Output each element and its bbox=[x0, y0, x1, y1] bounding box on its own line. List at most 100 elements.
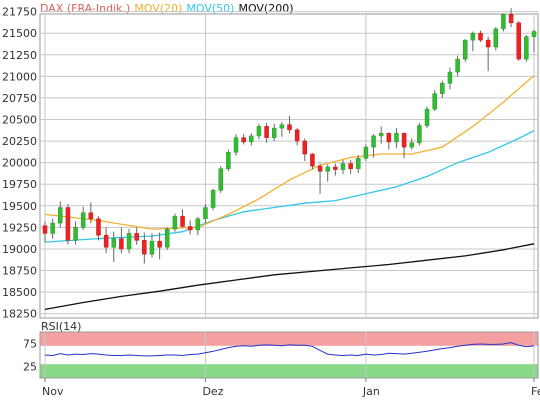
candle bbox=[126, 229, 132, 254]
candlestick-series bbox=[42, 8, 537, 264]
candle bbox=[478, 30, 483, 42]
candle-body-up bbox=[149, 240, 155, 255]
candle-body-up bbox=[226, 152, 231, 169]
candle-body-up bbox=[409, 142, 414, 148]
candle-body-up bbox=[271, 127, 277, 138]
candle-body-up bbox=[279, 124, 285, 129]
candle bbox=[65, 204, 71, 245]
candle-body-down bbox=[317, 165, 323, 172]
candle-body-down bbox=[241, 137, 246, 143]
candle bbox=[96, 216, 101, 241]
candle bbox=[249, 133, 254, 146]
rsi-axis-ticks: 25 75 bbox=[23, 338, 37, 374]
candle bbox=[73, 221, 78, 245]
candle-body-up bbox=[455, 58, 460, 73]
candle-body-down bbox=[142, 240, 147, 255]
candle bbox=[501, 13, 506, 32]
rsi-panel-title: RSI(14) bbox=[41, 320, 81, 333]
candle bbox=[119, 227, 124, 254]
legend: DAX (FRA-Indik.) MOV(20) MOV(50) MOV(200) bbox=[40, 2, 294, 15]
candle bbox=[348, 160, 353, 174]
candle bbox=[470, 31, 476, 52]
candle bbox=[531, 29, 537, 53]
candle-body-up bbox=[340, 163, 346, 170]
legend-item-2: MOV(50) bbox=[186, 2, 234, 15]
candle bbox=[417, 122, 422, 146]
candle-body-down bbox=[157, 240, 162, 248]
candle-body-up bbox=[371, 135, 376, 148]
candle-body-down bbox=[187, 226, 193, 231]
candle bbox=[462, 39, 468, 62]
candle bbox=[218, 166, 223, 193]
candle-body-up bbox=[462, 39, 468, 60]
candle-body-down bbox=[119, 238, 124, 250]
price-tick-label: 21500 bbox=[2, 27, 37, 40]
candle bbox=[287, 116, 292, 134]
candle-body-down bbox=[287, 124, 292, 131]
candle-body-up bbox=[531, 31, 537, 37]
candle bbox=[195, 217, 201, 236]
candle bbox=[157, 232, 162, 260]
candle-body-down bbox=[478, 32, 483, 41]
candle bbox=[401, 132, 407, 159]
candle bbox=[271, 123, 277, 142]
date-tick-label: Jan bbox=[362, 385, 380, 398]
candle-body-up bbox=[524, 36, 529, 60]
price-tick-label: 20250 bbox=[2, 135, 37, 148]
candle-body-up bbox=[249, 135, 254, 143]
candle bbox=[203, 204, 208, 224]
candle-body-up bbox=[501, 13, 506, 30]
candle bbox=[485, 36, 491, 72]
candle-body-down bbox=[310, 153, 315, 167]
price-tick-label: 21000 bbox=[2, 70, 37, 83]
rsi-tick-label: 25 bbox=[23, 361, 37, 374]
candle bbox=[409, 138, 414, 150]
price-tick-label: 20750 bbox=[2, 92, 37, 105]
candle bbox=[165, 227, 170, 250]
candle-body-up bbox=[50, 222, 55, 234]
candle bbox=[432, 90, 437, 111]
candle bbox=[440, 80, 445, 98]
legend-item-0: DAX (FRA-Indik.) bbox=[40, 2, 130, 15]
candle-body-down bbox=[96, 218, 101, 236]
candle bbox=[356, 154, 361, 174]
candle-body-up bbox=[73, 227, 78, 241]
candle-body-down bbox=[103, 234, 109, 248]
candle-body-up bbox=[356, 158, 361, 169]
rsi-oversold-zone bbox=[40, 364, 538, 378]
candle-body-up bbox=[325, 166, 330, 172]
candle-body-down bbox=[180, 215, 185, 227]
candle bbox=[455, 55, 460, 77]
candle bbox=[371, 134, 376, 158]
moving-average-lines bbox=[44, 75, 535, 311]
candle-body-up bbox=[58, 207, 63, 224]
candle bbox=[256, 123, 262, 140]
candle-body-down bbox=[485, 39, 491, 48]
price-tick-label: 19250 bbox=[2, 221, 37, 234]
price-tick-label: 21250 bbox=[2, 49, 37, 62]
price-tick-label: 21750 bbox=[2, 6, 37, 19]
price-tick-label: 18750 bbox=[2, 265, 37, 278]
candle bbox=[180, 209, 185, 228]
candle bbox=[233, 134, 239, 156]
candle bbox=[42, 221, 48, 243]
candle bbox=[447, 67, 453, 90]
candle bbox=[187, 220, 193, 235]
candle-body-up bbox=[424, 108, 430, 126]
candle-body-down bbox=[401, 133, 407, 148]
price-tick-label: 20000 bbox=[2, 157, 37, 170]
candle-body-up bbox=[165, 228, 170, 248]
ma200-line bbox=[44, 243, 535, 311]
candle bbox=[386, 132, 392, 150]
candle bbox=[111, 231, 117, 262]
candle bbox=[516, 21, 521, 61]
candle bbox=[134, 227, 139, 245]
rsi-tick-label: 75 bbox=[23, 338, 37, 351]
candle-body-down bbox=[88, 212, 94, 220]
candle bbox=[88, 202, 94, 224]
price-tick-label: 19500 bbox=[2, 200, 37, 213]
price-tick-label: 20500 bbox=[2, 114, 37, 127]
candle bbox=[524, 34, 529, 62]
candle bbox=[241, 134, 246, 145]
